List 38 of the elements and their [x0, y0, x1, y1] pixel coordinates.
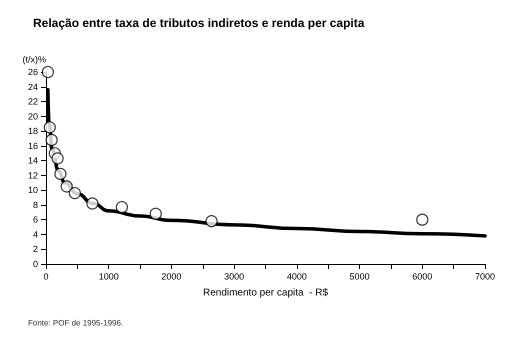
y-tick-label: 14	[28, 156, 38, 166]
x-axis-title: Rendimento per capita - R$	[202, 288, 328, 298]
point	[416, 214, 428, 226]
y-tick-label: 2	[32, 244, 38, 254]
y-tick-label: 8	[32, 200, 38, 210]
y-tick-label: 26	[28, 67, 38, 77]
x-tick-label: 0	[43, 272, 49, 282]
point	[46, 134, 58, 146]
x-tick-label: 7000	[474, 272, 496, 282]
source-note: Fonte: POF de 1995-1996.	[28, 318, 124, 328]
point	[54, 168, 67, 180]
point	[60, 180, 73, 193]
x-tick-label: 2000	[161, 272, 182, 282]
x-tick-label: 1000	[98, 272, 119, 282]
x-tick-label: 6000	[412, 272, 432, 282]
y-tick-label: 4	[32, 229, 38, 240]
y-tick-label: 10	[28, 185, 38, 196]
y-tick-label: 22	[28, 96, 38, 107]
point	[68, 187, 81, 200]
y-tick-label: 16	[28, 140, 38, 151]
point	[150, 208, 162, 220]
y-tick-label: 6	[32, 214, 38, 225]
y-tick-label: 24	[28, 82, 38, 92]
x-tick-label: 5000	[350, 272, 370, 282]
y-tick-label: 18	[28, 126, 38, 136]
point	[86, 197, 99, 210]
x-tick-label: 4000	[286, 272, 307, 282]
y-tick-label: 0	[32, 259, 38, 269]
point	[42, 66, 54, 78]
point	[116, 201, 128, 214]
point	[44, 121, 56, 134]
point	[205, 215, 218, 228]
y-axis-title: (t/x)%	[22, 54, 46, 64]
chart-title: Relação entre taxa de tributos indiretos e renda per capita	[33, 16, 365, 30]
y-tick-label: 12	[28, 170, 38, 180]
y-tick-label: 20	[28, 111, 38, 122]
x-tick-label: 3000	[224, 272, 244, 282]
point	[52, 152, 64, 164]
